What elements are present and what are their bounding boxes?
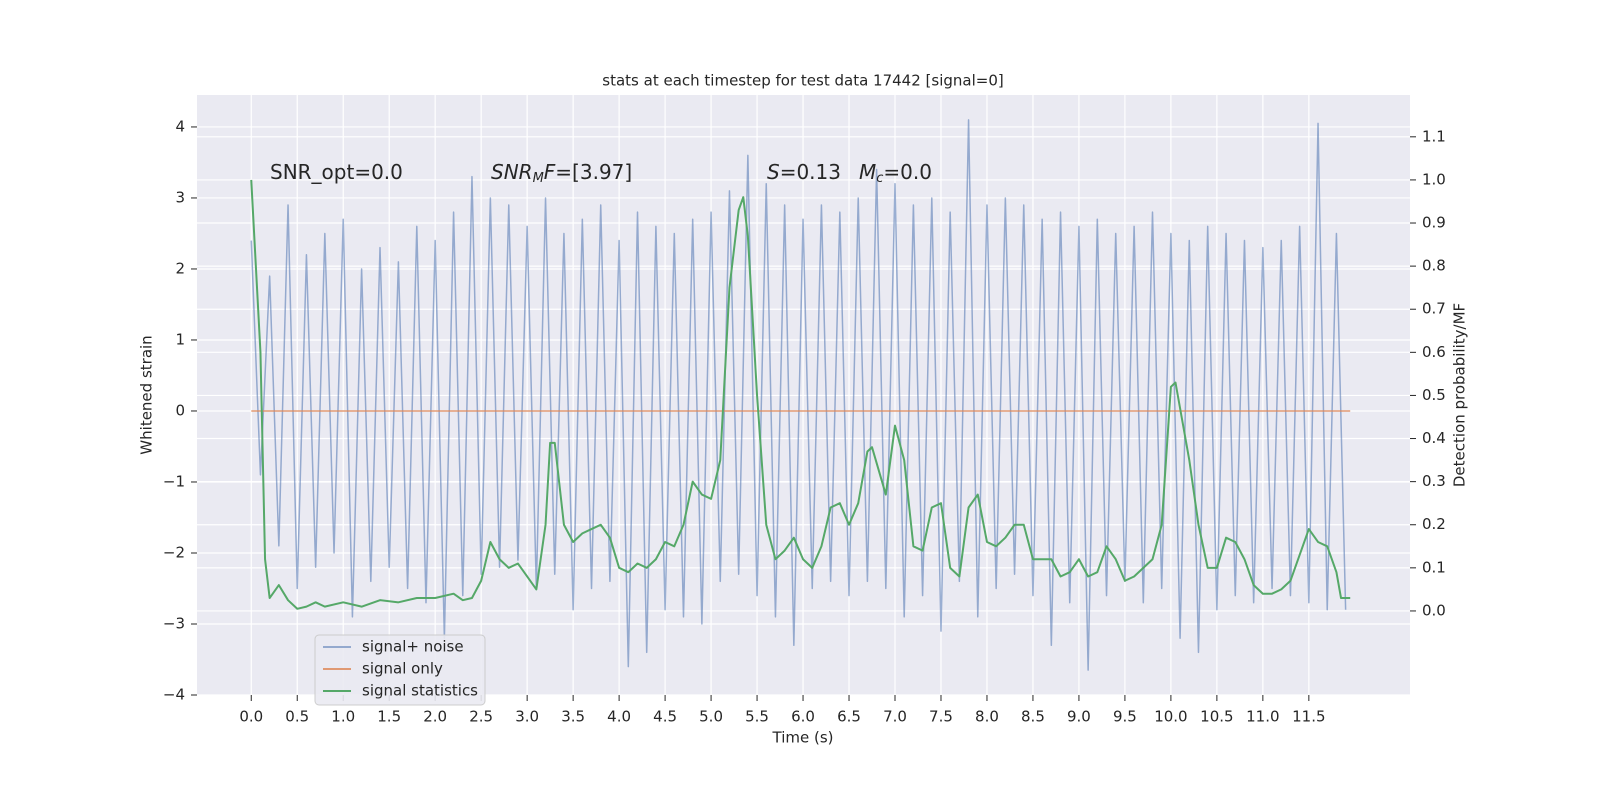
x-tick-label: 5.0: [699, 708, 723, 726]
legend-label: signal statistics: [362, 682, 478, 700]
y2-tick-label: 0.5: [1422, 386, 1446, 404]
legend-label: signal only: [362, 660, 443, 678]
y2-tick-label: 1.1: [1422, 127, 1446, 145]
y-axis-label: Whitened strain: [138, 335, 156, 454]
y2-tick-label: 0.7: [1422, 300, 1446, 318]
annotation-part: c: [876, 171, 883, 186]
x-tick-label: 9.5: [1113, 708, 1137, 726]
y-tick-label: −4: [163, 686, 185, 704]
y2-tick-label: 0.2: [1422, 515, 1446, 533]
y2-tick-label: 0.4: [1422, 429, 1446, 447]
y-tick-label: −2: [163, 543, 185, 561]
x-tick-label: 4.5: [653, 708, 677, 726]
y-tick-label: −1: [163, 472, 185, 490]
y2-tick-label: 0.9: [1422, 214, 1446, 232]
x-tick-label: 11.5: [1292, 708, 1325, 726]
x-tick-label: 3.0: [515, 708, 539, 726]
x-tick-label: 5.5: [745, 708, 769, 726]
annotation: SNR_opt=0.0: [270, 160, 403, 184]
y2-tick-label: 0.1: [1422, 558, 1446, 576]
x-tick-label: 7.0: [883, 708, 907, 726]
x-tick-label: 6.0: [791, 708, 815, 726]
legend-label: signal+ noise: [362, 638, 464, 656]
x-tick-label: 4.0: [607, 708, 631, 726]
x-tick-label: 9.0: [1067, 708, 1091, 726]
x-tick-label: 6.5: [837, 708, 861, 726]
y-tick-label: 2: [175, 259, 185, 277]
chart-title: stats at each timestep for test data 174…: [602, 72, 1003, 90]
x-tick-label: 1.5: [377, 708, 401, 726]
series-line: [250, 179, 1351, 610]
annotation-part: =[3.97]: [555, 160, 632, 184]
x-tick-label: 0.5: [285, 708, 309, 726]
y2-tick-label: 1.0: [1422, 170, 1446, 188]
y2-tick-label: 0.3: [1422, 472, 1446, 490]
y2-tick-label: 0.8: [1422, 257, 1446, 275]
annotation-part: SNR: [491, 160, 533, 184]
y-tick-label: 1: [175, 330, 185, 348]
y-tick-label: 3: [175, 188, 185, 206]
x-tick-label: 0.0: [239, 708, 263, 726]
annotation-part: =0.0: [883, 160, 932, 184]
annotation: S=0.13: [767, 160, 841, 184]
marks: [250, 119, 1351, 671]
x-tick-label: 8.0: [975, 708, 999, 726]
y-tick-label: 0: [175, 401, 185, 419]
annotation-part: M: [533, 171, 544, 186]
annotation: Mc=0.0: [859, 160, 932, 186]
y-tick-label: 4: [175, 117, 185, 135]
y2-tick-label: 0.0: [1422, 601, 1446, 619]
annotation-part: =0.13: [780, 160, 841, 184]
series-line: [250, 119, 1347, 671]
y2-axis-label: Detection probability/MF: [1451, 303, 1469, 487]
y-tick-label: −3: [163, 614, 185, 632]
annotation-part: F: [544, 160, 556, 184]
legend-box: [314, 634, 486, 706]
x-tick-label: 2.0: [423, 708, 447, 726]
annotation-part: SNR_opt=0.0: [270, 160, 403, 184]
x-tick-label: 3.5: [561, 708, 585, 726]
x-tick-label: 11.0: [1246, 708, 1279, 726]
x-tick-label: 1.0: [331, 708, 355, 726]
annotation-part: S: [767, 160, 780, 184]
annotation-part: M: [859, 160, 876, 184]
y2-tick-label: 0.6: [1422, 343, 1446, 361]
x-axis-label: Time (s): [772, 729, 834, 747]
x-tick-label: 7.5: [929, 708, 953, 726]
annotation: SNRMF=[3.97]: [491, 160, 632, 186]
x-tick-label: 8.5: [1021, 708, 1045, 726]
x-tick-label: 2.5: [469, 708, 493, 726]
x-tick-label: 10.0: [1154, 708, 1187, 726]
x-tick-label: 10.5: [1200, 708, 1233, 726]
